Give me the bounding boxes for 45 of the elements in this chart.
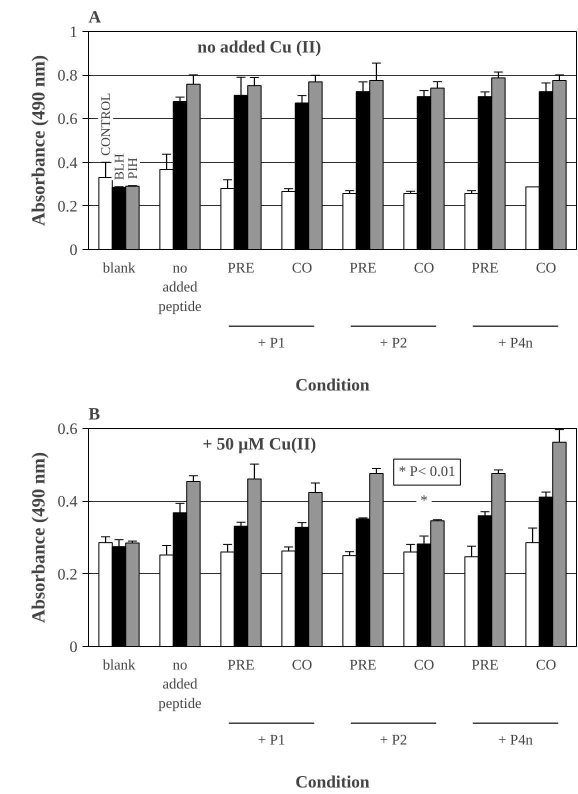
x-tick-label: no added peptide: [158, 260, 202, 315]
text: + P2: [380, 732, 408, 749]
chart-subtitle: + 50 µM Cu(II): [202, 434, 316, 454]
x-tick-label: PRE: [472, 260, 498, 276]
x-tick-label: CO: [292, 658, 312, 674]
y-tick-label: 1: [70, 24, 78, 41]
x-tick-label: PRE: [228, 658, 254, 674]
chart-subtitle: no added Cu (II): [197, 37, 322, 56]
x-tick-label: CO: [292, 260, 312, 276]
x-tick-label: no added peptide: [158, 658, 202, 712]
x-tick-label: blank: [102, 260, 136, 276]
y-tick-label: 0.6: [58, 421, 78, 438]
text: + P4n: [498, 732, 534, 749]
y-tick-label: 0: [70, 242, 78, 259]
y-tick-label: 0.2: [58, 566, 78, 584]
x-tick-label: blank: [102, 658, 136, 674]
x-axis-title: Condition: [295, 772, 370, 792]
x-tick-label: PRE: [472, 658, 498, 674]
legend-label: CONTROL: [98, 92, 114, 156]
x-tick-label: PRE: [350, 658, 376, 674]
y-tick-label: 0.4: [58, 494, 78, 511]
y-axis-title: Absorbance (490 nm): [28, 54, 50, 226]
text: + P1: [258, 336, 286, 352]
y-axis-title: Absorbance (490 nm): [28, 452, 50, 624]
text: + P4n: [498, 336, 534, 352]
x-tick-label: CO: [536, 260, 556, 276]
y-tick-label: 0.4: [58, 154, 78, 172]
x-tick-label: CO: [414, 260, 434, 276]
x-tick-label: CO: [414, 658, 434, 674]
text: + P2: [380, 336, 408, 352]
annotation: *: [420, 493, 428, 510]
x-tick-label: PRE: [228, 260, 254, 276]
chart-title: A: [88, 8, 102, 26]
x-tick-label: CO: [536, 658, 556, 674]
text: + P1: [258, 732, 286, 749]
x-tick-label: PRE: [350, 260, 376, 276]
y-tick-label: 0.8: [58, 68, 78, 85]
annotation: * P< 0.01: [398, 464, 456, 480]
text: PIH: [124, 157, 140, 180]
legend-label: BLH: [112, 153, 126, 180]
chart-title: B: [88, 404, 100, 424]
y-tick-label: 0: [70, 639, 78, 656]
y-tick-label: 0.2: [58, 198, 78, 216]
x-axis-title: Condition: [295, 376, 370, 394]
y-tick-label: 0.6: [58, 111, 78, 128]
